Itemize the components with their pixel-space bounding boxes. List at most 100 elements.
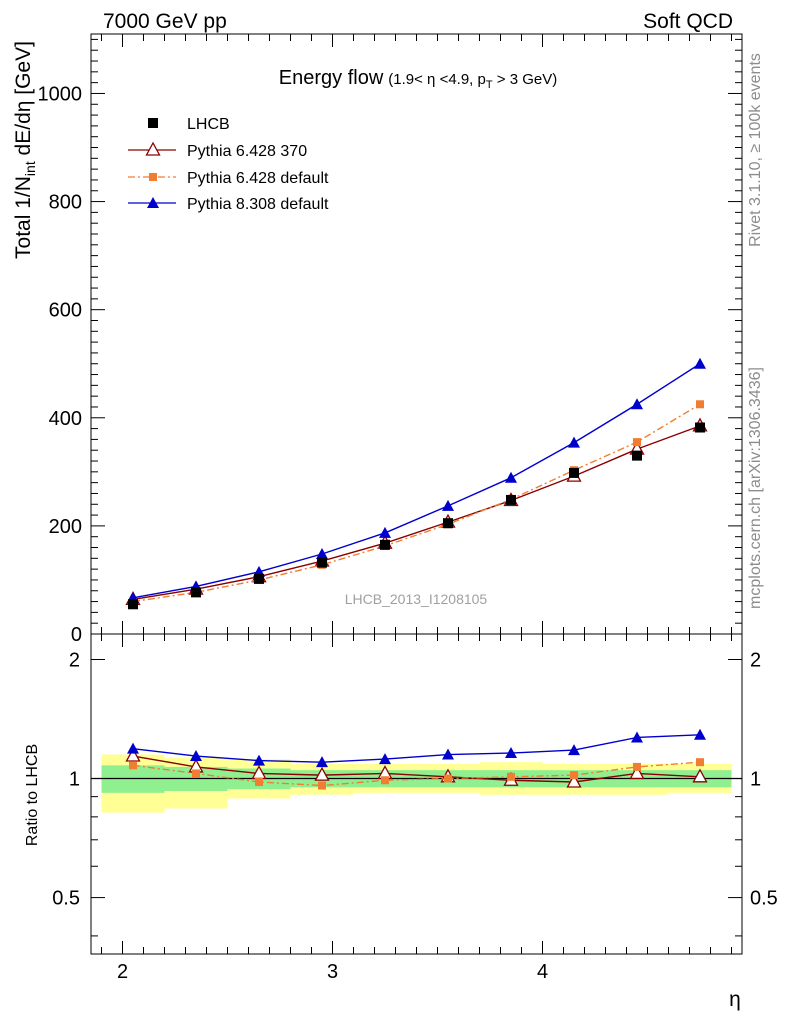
y-tick-label: 200 (49, 516, 82, 538)
subtitle-subscript: T (486, 79, 493, 91)
ratio-y-axis-label: Ratio to LHCB (24, 744, 41, 846)
y-tick-label: 1000 (38, 83, 83, 105)
series-pythia-6-428-370 (125, 417, 708, 606)
x-tick-label: 4 (537, 961, 548, 983)
ylabel-subscript: int (22, 161, 38, 176)
ratio-line-pythia-8-308-default (132, 734, 701, 763)
y-tick-label: 800 (49, 192, 82, 214)
ratio-point-pythia-6-428-default (696, 758, 704, 767)
ratio-point-pythia-6-428-default (444, 774, 452, 783)
rivet-side-label: Rivet 3.1.10, ≥ 100k events (747, 53, 764, 247)
data-point-lhcb (254, 573, 264, 584)
data-point-pythia-8-308-default (379, 526, 391, 538)
ratio-point-pythia-6-428-default (381, 776, 389, 785)
data-point-lhcb (695, 422, 705, 433)
ratio-point-pythia-6-428-370 (314, 766, 330, 781)
series-lhcb (128, 422, 705, 610)
data-point-lhcb (632, 450, 642, 461)
y-tick-label: 400 (49, 408, 82, 430)
mcplots-side-label: mcplots.cern.ch [arXiv:1306.3436] (747, 367, 764, 609)
data-point-pythia-6-428-default (696, 400, 704, 409)
header-right-label: Soft QCD (643, 10, 733, 33)
main-subtitle: (1.9< η <4.9, pT > 3 GeV) (388, 71, 557, 91)
legend-marker-lhcb (148, 118, 158, 128)
data-point-lhcb (191, 587, 201, 598)
legend-label-lhcb: LHCB (187, 116, 230, 133)
ratio-line-pythia-6-428-370 (132, 755, 701, 783)
data-point-pythia-8-308-default (505, 471, 517, 483)
legend-label-pythia6-default: Pythia 6.428 default (187, 170, 329, 187)
subtitle-part: > 3 GeV) (493, 71, 558, 88)
ratio-point-pythia-6-428-default (192, 769, 200, 778)
series-line-pythia-6-428-370 (132, 425, 701, 601)
legend-label-pythia8-default: Pythia 8.308 default (187, 196, 329, 213)
ylabel-part: dE/dη [GeV] (12, 41, 35, 161)
ratio-point-pythia-6-428-370 (629, 765, 645, 780)
x-tick-label: 2 (117, 961, 128, 983)
ratio-point-pythia-6-428-370 (692, 768, 708, 783)
ratio-point-pythia-6-428-default (255, 778, 263, 787)
ratio-y-tick-label-right: 1 (750, 769, 761, 791)
data-point-pythia-8-308-default (568, 436, 580, 448)
main-title: Energy flow (1.9< η <4.9, pT > 3 GeV) (279, 67, 557, 91)
header-left-label: 7000 GeV pp (103, 10, 227, 33)
ratio-point-pythia-8-308-default (442, 748, 454, 760)
ratio-point-pythia-8-308-default (127, 742, 139, 754)
data-point-pythia-8-308-default (316, 548, 328, 559)
main-panel: 0 200 400 600 800 1000 Energy flow (1.9< η <4.… (12, 33, 743, 646)
main-y-axis-label: Total 1/Nint dE/dη [GeV] (12, 41, 38, 259)
ratio-point-pythia-8-308-default (190, 750, 202, 762)
legend-entry-pythia6-default: Pythia 6.428 default (128, 170, 329, 187)
ratio-x-axis-label: η (729, 988, 741, 1011)
ratio-point-pythia-6-428-default (129, 761, 137, 770)
ratio-y-tick-label: 0.5 (52, 888, 80, 910)
subtitle-part: (1.9< η <4.9, p (388, 71, 486, 88)
legend: LHCB Pythia 6.428 370 Pythia 6.428 defau… (128, 116, 329, 213)
legend-marker-pythia6-370 (145, 141, 161, 156)
legend-marker-pythia8-default (147, 197, 159, 208)
data-point-lhcb (317, 557, 327, 568)
legend-marker-pythia6-default (149, 173, 157, 181)
ylabel-part: Total 1/N (12, 176, 35, 259)
data-point-pythia-6-428-default (633, 438, 641, 447)
ratio-point-pythia-8-308-default (568, 744, 580, 756)
ratio-point-pythia-6-428-default (633, 762, 641, 771)
ratio-line-pythia-6-428-default (132, 761, 701, 787)
data-point-pythia-8-308-default (631, 398, 643, 410)
legend-entry-lhcb: LHCB (148, 116, 230, 133)
ratio-point-pythia-8-308-default (379, 753, 391, 765)
ratio-y-tick-label-right: 0.5 (750, 888, 778, 910)
data-point-lhcb (443, 518, 453, 529)
y-tick-label: 0 (71, 624, 82, 646)
ratio-series-pythia-6-428-default (129, 758, 704, 790)
data-point-lhcb (380, 539, 390, 550)
data-point-lhcb (569, 467, 579, 478)
ratio-point-pythia-8-308-default (316, 756, 328, 768)
y-tick-label: 600 (49, 300, 82, 322)
ratio-series-pythia-8-308-default (127, 728, 706, 768)
data-point-lhcb (506, 494, 516, 505)
main-title-text: Energy flow (279, 67, 384, 89)
ratio-y-tick-label-right: 2 (750, 649, 761, 671)
ratio-point-pythia-8-308-default (505, 747, 517, 759)
data-point-pythia-8-308-default (442, 499, 454, 511)
series-line-pythia-6-428-default (132, 403, 701, 603)
series-line-pythia-8-308-default (132, 363, 701, 599)
ratio-y-tick-label: 2 (69, 649, 80, 671)
ratio-point-pythia-6-428-370 (125, 747, 141, 762)
ratio-point-pythia-8-308-default (631, 731, 643, 743)
ratio-y-tick-label: 1 (69, 769, 80, 791)
ratio-point-pythia-6-428-370 (566, 773, 582, 788)
legend-label-pythia6-370: Pythia 6.428 370 (187, 143, 307, 160)
legend-entry-pythia8-default: Pythia 8.308 default (128, 196, 329, 213)
data-point-lhcb (128, 599, 138, 610)
series-pythia-6-428-default (129, 400, 704, 606)
ratio-point-pythia-8-308-default (253, 754, 265, 766)
x-tick-label: 3 (327, 961, 338, 983)
ratio-point-pythia-6-428-default (507, 772, 515, 781)
legend-entry-pythia6-370: Pythia 6.428 370 (128, 141, 307, 160)
series-pythia-8-308-default (127, 357, 706, 603)
analysis-watermark: LHCB_2013_I1208105 (345, 591, 488, 607)
ratio-point-pythia-8-308-default (694, 728, 706, 740)
